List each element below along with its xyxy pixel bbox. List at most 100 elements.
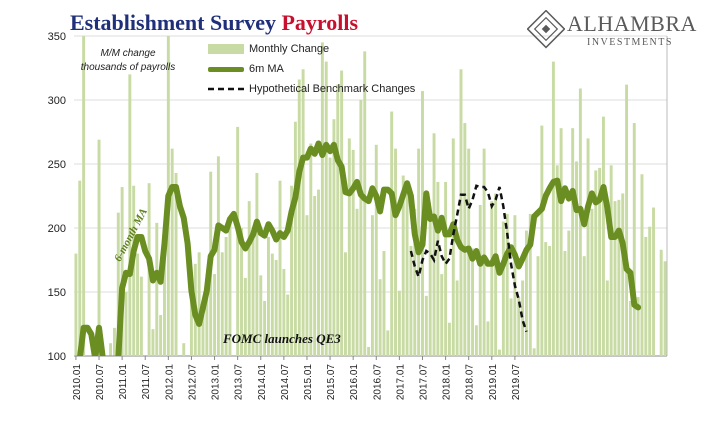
bar bbox=[120, 187, 124, 356]
bar bbox=[370, 215, 374, 356]
bar bbox=[652, 207, 655, 356]
bar bbox=[628, 300, 632, 356]
ma-line bbox=[74, 140, 642, 356]
bar bbox=[328, 157, 332, 356]
legend-swatch-benchmark bbox=[208, 87, 244, 91]
bar bbox=[498, 349, 501, 356]
bar bbox=[355, 208, 359, 356]
bar bbox=[617, 199, 621, 356]
legend-item-monthly: Monthly Change bbox=[208, 43, 329, 55]
bar bbox=[78, 180, 82, 356]
bar bbox=[413, 208, 417, 356]
bar bbox=[216, 156, 220, 356]
bar bbox=[278, 180, 282, 356]
bar bbox=[605, 280, 609, 356]
bar bbox=[255, 172, 259, 356]
bar bbox=[505, 213, 509, 356]
y-tick-label: 300 bbox=[48, 95, 66, 107]
bar bbox=[124, 292, 128, 356]
bar bbox=[390, 111, 394, 357]
bar bbox=[575, 161, 578, 356]
bar bbox=[478, 204, 482, 356]
bar bbox=[290, 185, 294, 356]
bar bbox=[459, 69, 463, 356]
bar bbox=[598, 167, 602, 356]
bar bbox=[471, 248, 475, 356]
bar bbox=[228, 219, 232, 356]
bar bbox=[270, 253, 274, 356]
bar bbox=[663, 261, 667, 356]
x-tick-label: 2016.07 bbox=[372, 364, 383, 401]
bar bbox=[521, 280, 525, 356]
bar bbox=[602, 116, 605, 356]
bar bbox=[409, 245, 413, 356]
bar bbox=[274, 260, 278, 356]
bar bbox=[567, 230, 571, 356]
x-tick-label: 2012.01 bbox=[164, 364, 175, 401]
bar bbox=[474, 325, 478, 356]
bar bbox=[97, 139, 101, 356]
bar bbox=[590, 208, 594, 356]
title-part-1: Establishment Survey bbox=[70, 10, 282, 35]
bar bbox=[139, 276, 143, 356]
bar bbox=[524, 230, 528, 356]
x-tick-label: 2019.07 bbox=[511, 364, 522, 401]
x-tick-label: 2019.01 bbox=[488, 364, 499, 401]
bar bbox=[632, 123, 636, 356]
bar bbox=[455, 280, 459, 356]
units-note-line-1: M/M change bbox=[100, 48, 156, 59]
bar bbox=[451, 138, 455, 356]
legend-label-monthly: Monthly Change bbox=[249, 43, 330, 55]
bar bbox=[197, 252, 201, 356]
bar bbox=[517, 297, 521, 356]
x-tick-label: 2015.07 bbox=[326, 364, 337, 401]
y-tick-label: 100 bbox=[48, 351, 66, 363]
bar bbox=[621, 193, 625, 356]
diamond-logo-icon bbox=[527, 10, 565, 49]
bar bbox=[367, 347, 371, 356]
x-tick-label: 2011.07 bbox=[141, 364, 152, 400]
bar bbox=[571, 128, 575, 356]
units-note: M/M change thousands of payrolls bbox=[72, 47, 184, 75]
bar bbox=[155, 222, 159, 356]
bar bbox=[586, 138, 590, 356]
y-tick-label: 350 bbox=[48, 31, 66, 43]
bar bbox=[309, 143, 313, 356]
bar bbox=[578, 88, 582, 356]
bar bbox=[551, 61, 555, 356]
x-tick-label: 2013.01 bbox=[211, 364, 222, 401]
bar bbox=[236, 126, 240, 356]
x-tick-label: 2014.07 bbox=[280, 364, 291, 401]
x-tick-label: 2018.01 bbox=[442, 364, 453, 401]
bar bbox=[313, 196, 317, 356]
bar bbox=[293, 121, 297, 356]
bar bbox=[405, 187, 409, 356]
bar bbox=[174, 172, 178, 356]
bar bbox=[582, 256, 586, 356]
legend-item-ma: 6m MA bbox=[208, 63, 284, 75]
bar bbox=[640, 174, 644, 356]
x-tick-label: 2010.07 bbox=[95, 364, 106, 401]
legend-item-benchmark: Hypothetical Benchmark Changes bbox=[208, 83, 415, 95]
bar bbox=[374, 144, 378, 356]
chart-title: Establishment Survey Payrolls bbox=[70, 10, 358, 36]
bar bbox=[151, 329, 155, 356]
bar bbox=[625, 84, 629, 356]
bar bbox=[301, 69, 305, 356]
bar bbox=[336, 84, 340, 356]
bar bbox=[163, 248, 166, 356]
bar bbox=[286, 294, 290, 356]
bar bbox=[528, 213, 532, 356]
bar bbox=[436, 181, 440, 356]
bar bbox=[220, 252, 224, 356]
legend-swatch-monthly bbox=[208, 44, 244, 55]
bar bbox=[544, 242, 548, 356]
bar bbox=[82, 36, 86, 356]
bar bbox=[563, 251, 567, 356]
bar bbox=[240, 228, 243, 356]
bar bbox=[317, 189, 320, 356]
bar bbox=[363, 51, 367, 357]
bar bbox=[447, 322, 451, 356]
bar bbox=[132, 185, 136, 356]
bar bbox=[297, 79, 301, 357]
